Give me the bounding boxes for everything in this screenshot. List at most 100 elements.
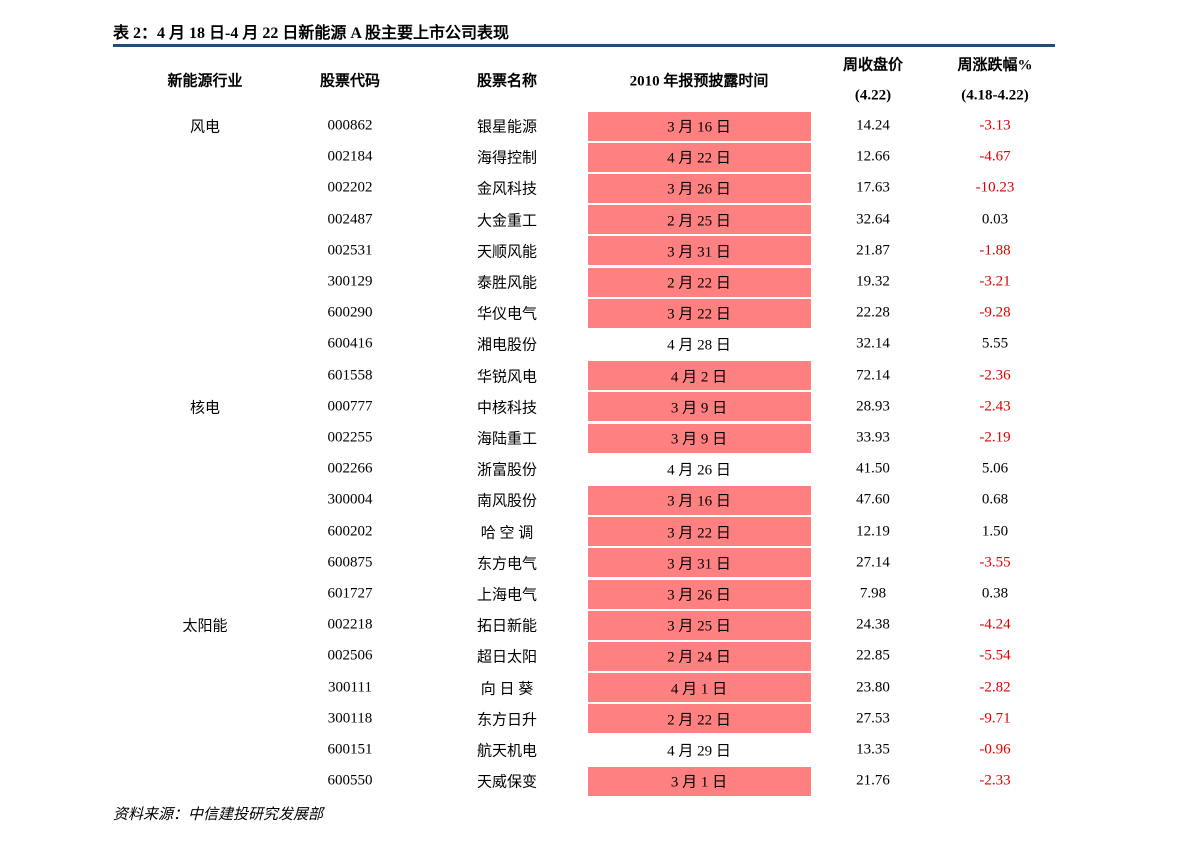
- close-cell: 21.87: [856, 242, 890, 259]
- date-cell: 3 月 16 日: [667, 493, 731, 510]
- date-highlight: [588, 579, 811, 609]
- column-header-sub: (4.22): [854, 87, 892, 104]
- date-cell: 3 月 22 日: [667, 525, 731, 542]
- column-header: 周收盘价: [842, 57, 904, 74]
- name-cell: 天顺风能: [476, 244, 538, 261]
- close-cell: 13.35: [856, 741, 890, 758]
- date-highlight: [588, 267, 811, 297]
- sector-cell: 风电: [189, 119, 221, 136]
- close-cell: 17.63: [856, 179, 890, 196]
- date-highlight: [588, 236, 811, 266]
- change-cell: -4.67: [979, 148, 1011, 165]
- change-cell: -3.13: [979, 117, 1011, 134]
- date-highlight: [588, 641, 811, 671]
- date-cell: 3 月 1 日: [670, 774, 728, 791]
- code-cell: 600550: [327, 772, 373, 789]
- date-highlight: [588, 485, 811, 515]
- code-cell: 600290: [327, 304, 373, 321]
- code-cell: 002218: [327, 616, 373, 633]
- date-cell: 3 月 31 日: [667, 244, 731, 261]
- table-title: 表 2：4 月 18 日-4 月 22 日新能源 A 股主要上市公司表现: [113, 25, 510, 42]
- code-cell: 600416: [327, 335, 373, 352]
- name-cell: 银星能源: [476, 119, 538, 136]
- close-cell: 24.38: [856, 616, 890, 633]
- name-cell: 海陆重工: [476, 431, 538, 448]
- name-cell: 东方日升: [476, 712, 538, 729]
- code-cell: 300129: [327, 273, 373, 290]
- change-cell: 5.06: [981, 460, 1009, 477]
- change-cell: -10.23: [975, 179, 1015, 196]
- close-cell: 72.14: [856, 367, 890, 384]
- close-cell: 27.53: [856, 710, 890, 727]
- change-cell: 1.50: [981, 523, 1009, 540]
- date-cell: 4 月 1 日: [670, 681, 728, 698]
- date-cell: 3 月 25 日: [667, 618, 731, 635]
- date-highlight: [588, 704, 811, 734]
- change-cell: -2.82: [979, 679, 1011, 696]
- code-cell: 002255: [327, 429, 373, 446]
- code-cell: 002506: [327, 647, 373, 664]
- close-cell: 33.93: [856, 429, 890, 446]
- change-cell: -0.96: [979, 741, 1011, 758]
- name-cell: 泰胜风能: [476, 275, 538, 292]
- code-cell: 002531: [327, 242, 373, 259]
- date-highlight: [588, 673, 811, 703]
- close-cell: 41.50: [856, 460, 890, 477]
- close-cell: 21.76: [856, 772, 890, 789]
- name-cell: 华仪电气: [476, 306, 538, 323]
- date-highlight: [588, 361, 811, 391]
- column-header: 股票代码: [319, 73, 381, 90]
- close-cell: 27.14: [856, 554, 890, 571]
- name-cell: 浙富股份: [476, 462, 538, 479]
- code-cell: 600875: [327, 554, 373, 571]
- change-cell: -2.43: [979, 398, 1011, 415]
- close-cell: 12.19: [856, 523, 890, 540]
- name-cell: 湘电股份: [476, 337, 538, 354]
- code-cell: 002184: [327, 148, 373, 165]
- date-highlight: [588, 111, 811, 141]
- close-cell: 22.85: [856, 647, 890, 664]
- name-cell: 拓日新能: [476, 618, 538, 635]
- date-cell: 3 月 9 日: [670, 400, 728, 417]
- code-cell: 002266: [327, 460, 373, 477]
- date-highlight: [588, 423, 811, 453]
- name-cell: 中核科技: [476, 400, 538, 417]
- code-cell: 002487: [327, 211, 373, 228]
- change-cell: -9.28: [979, 304, 1011, 321]
- date-highlight: [588, 610, 811, 640]
- source-note: 资料来源：中信建投研究发展部: [113, 807, 324, 823]
- code-cell: 601558: [327, 367, 373, 384]
- date-cell: 3 月 9 日: [670, 431, 728, 448]
- date-cell: 4 月 29 日: [667, 743, 731, 760]
- name-cell: 向 日 葵: [480, 681, 534, 698]
- date-cell: 4 月 26 日: [667, 462, 731, 479]
- date-cell: 4 月 2 日: [670, 369, 728, 386]
- date-highlight: [588, 142, 811, 172]
- code-cell: 600151: [327, 741, 373, 758]
- title-rule: [113, 44, 1055, 47]
- date-cell: 4 月 22 日: [667, 150, 731, 167]
- date-highlight: [588, 517, 811, 547]
- column-header: 周涨跌幅%: [957, 57, 1033, 74]
- date-cell: 3 月 22 日: [667, 306, 731, 323]
- change-cell: 0.68: [981, 491, 1009, 508]
- name-cell: 金风科技: [476, 181, 538, 198]
- change-cell: -2.33: [979, 772, 1011, 789]
- change-cell: -5.54: [979, 647, 1011, 664]
- close-cell: 14.24: [856, 117, 890, 134]
- date-highlight: [588, 173, 811, 203]
- change-cell: -2.36: [979, 367, 1011, 384]
- code-cell: 300004: [327, 491, 373, 508]
- close-cell: 28.93: [856, 398, 890, 415]
- change-cell: -9.71: [979, 710, 1011, 727]
- name-cell: 航天机电: [476, 743, 538, 760]
- date-cell: 4 月 28 日: [667, 337, 731, 354]
- date-cell: 2 月 22 日: [667, 712, 731, 729]
- date-highlight: [588, 298, 811, 328]
- code-cell: 600202: [327, 523, 373, 540]
- name-cell: 天威保变: [476, 774, 538, 791]
- code-cell: 300111: [328, 679, 372, 696]
- close-cell: 47.60: [856, 491, 890, 508]
- name-cell: 超日太阳: [476, 649, 538, 666]
- name-cell: 华锐风电: [476, 369, 538, 386]
